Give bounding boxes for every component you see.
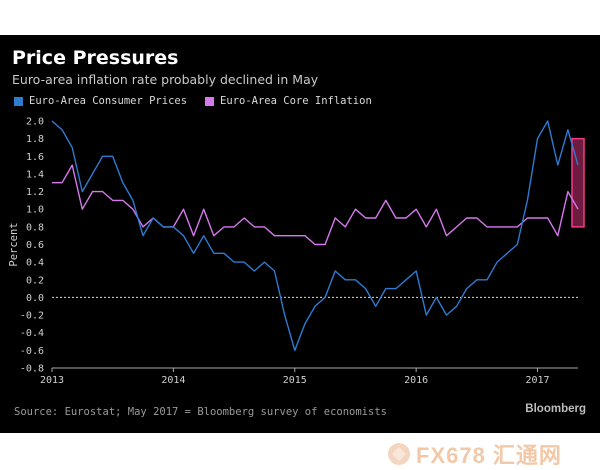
x-tick-label: 2016 <box>404 375 428 386</box>
legend-item-core-inflation: Euro-Area Core Inflation <box>205 95 372 107</box>
y-tick-label: 2.0 <box>26 117 44 128</box>
chart-title: Price Pressures <box>12 47 179 69</box>
legend-swatch-purple <box>205 96 215 106</box>
x-tick-label: 2014 <box>161 375 185 386</box>
legend: Euro-Area Consumer Prices Euro-Area Core… <box>14 95 372 107</box>
y-tick-label: 1.4 <box>26 169 44 180</box>
line-chart: 2.0 1.8 1.6 1.4 1.2 1.0 0.8 0.6 0.4 0.2 0.0 -0.2 -0.… <box>8 117 585 386</box>
y-tick-label: -0.2 <box>20 311 44 322</box>
legend-swatch-blue <box>14 96 23 106</box>
y-tick-label: 0.6 <box>26 240 44 251</box>
legend-label-core-inflation: Euro-Area Core Inflation <box>220 95 372 107</box>
y-tick-label: -0.8 <box>20 364 44 375</box>
y-tick-label: -0.4 <box>20 328 44 339</box>
x-tick-label: 2017 <box>525 375 549 386</box>
y-tick-label: -0.6 <box>20 346 44 357</box>
y-tick-label: 0.0 <box>26 293 44 304</box>
series-line-core-inflation <box>52 164 579 246</box>
x-tick-label: 2015 <box>283 375 307 386</box>
y-tick-label: 0.2 <box>26 275 44 286</box>
chart-panel: Price Pressures Euro-area inflation rate… <box>0 35 600 433</box>
y-tick-label: 1.2 <box>26 187 44 198</box>
watermark-logo-icon <box>388 443 410 465</box>
watermark-text: FX678 汇通网 <box>416 443 562 468</box>
x-tick-label: 2013 <box>40 375 64 386</box>
chart-subtitle: Euro-area inflation rate probably declin… <box>12 72 319 87</box>
legend-label-consumer-prices: Euro-Area Consumer Prices <box>29 95 188 107</box>
y-tick-label: 1.6 <box>26 152 44 163</box>
y-tick-label: 1.8 <box>26 134 44 145</box>
y-tick-label: 1.0 <box>26 205 44 216</box>
series-line-consumer-prices <box>51 120 579 352</box>
y-tick-label: 0.4 <box>26 258 44 269</box>
y-tick-label: 0.8 <box>26 222 44 233</box>
legend-item-consumer-prices: Euro-Area Consumer Prices <box>14 95 187 107</box>
watermark: FX678 汇通网 <box>388 438 562 470</box>
bloomberg-logo: Bloomberg <box>525 403 586 415</box>
y-axis-label: Percent <box>8 222 20 266</box>
source-note: Source: Eurostat; May 2017 = Bloomberg s… <box>14 406 387 418</box>
